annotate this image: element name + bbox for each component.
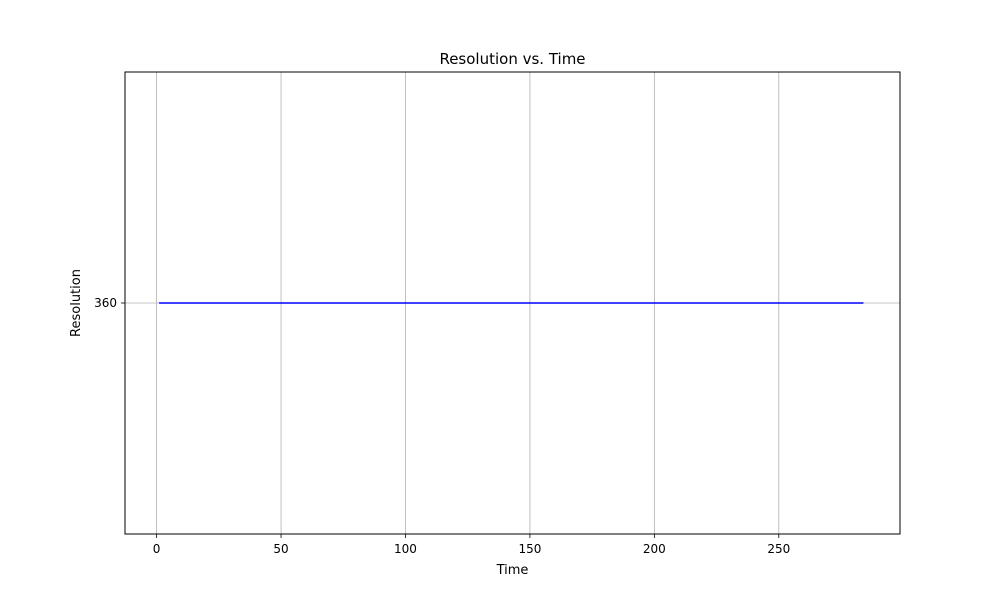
y-tick-label: 360 — [94, 296, 117, 310]
x-tick-label: 100 — [394, 542, 417, 556]
x-axis-ticks: 0 50 100 150 200 250 — [153, 534, 790, 556]
x-tick-label: 250 — [767, 542, 790, 556]
x-tick-label: 50 — [273, 542, 288, 556]
chart-title: Resolution vs. Time — [439, 50, 585, 68]
x-axis-label: Time — [496, 563, 529, 578]
y-axis-ticks: 360 — [94, 296, 125, 310]
x-tick-label: 200 — [643, 542, 666, 556]
x-tick-label: 0 — [153, 542, 161, 556]
x-tick-label: 150 — [518, 542, 541, 556]
y-axis-label: Resolution — [69, 269, 84, 337]
